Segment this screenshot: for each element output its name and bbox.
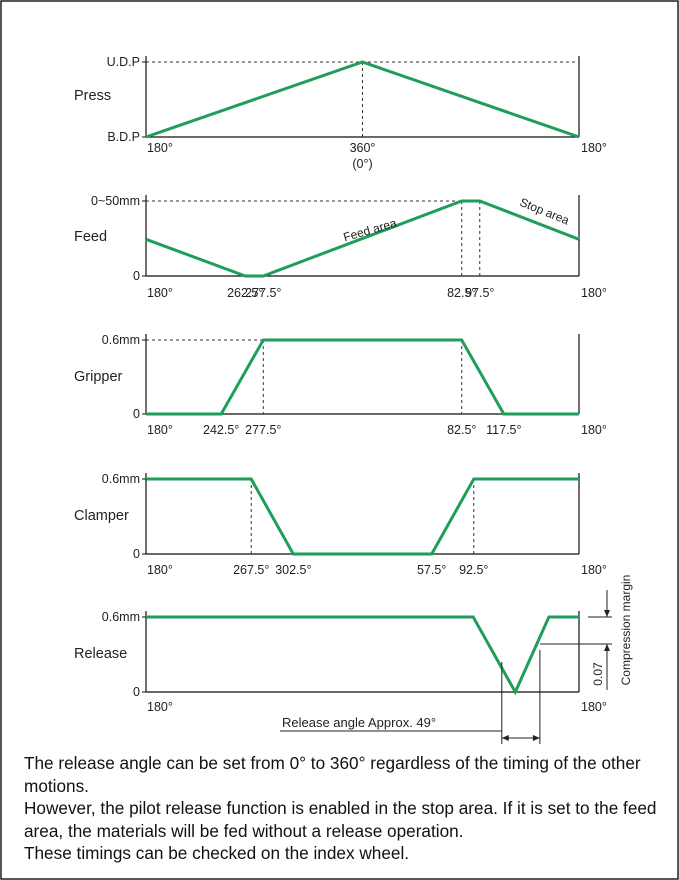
caption-line-3: These timings can be checked on the inde… <box>24 843 410 863</box>
compression-margin-label: Compression margin <box>619 575 633 686</box>
arrowhead-icon <box>604 610 610 617</box>
y-label-top: 0.6mm <box>102 472 140 486</box>
motion-curve-clamper <box>146 477 579 556</box>
panel-name-release: Release <box>74 646 127 662</box>
y-label-top: 0~50mm <box>91 194 140 208</box>
x-tick-label: 267.5° <box>233 563 269 577</box>
motion-curve-press <box>145 60 580 139</box>
x-tick-label: 92.5° <box>459 563 488 577</box>
x-tick-label: 180° <box>147 141 173 155</box>
panel-press: U.D.P B.D.P Press 180° 360° (0°) 180° <box>74 55 607 171</box>
y-label-bottom: 0 <box>133 685 140 699</box>
motion-curve-feed <box>145 199 580 278</box>
stop-area-label: Stop area <box>518 195 572 228</box>
caption-line-2: However, the pilot release function is e… <box>24 798 657 841</box>
x-tick-label: 180° <box>147 563 173 577</box>
x-tick-label: 82.5° <box>447 286 476 300</box>
panel-name-feed: Feed <box>74 229 107 245</box>
y-label-bottom: 0 <box>133 547 140 561</box>
x-tick-label: 180° <box>581 700 607 714</box>
y-label-bottom: 0 <box>133 269 140 283</box>
panel-feed: 0~50mm 0 Feed 180° 262.5°277.5° 82.5°97.5° 180… <box>74 194 607 300</box>
margin-value: 0.07 <box>591 662 605 686</box>
x-tick-label: 180° <box>581 286 607 300</box>
caption-line-1: The release angle can be set from 0° to … <box>24 753 641 796</box>
y-label-top: 0.6mm <box>102 610 140 624</box>
x-tick-label: (0°) <box>352 157 372 171</box>
x-tick-label: 180° <box>147 423 173 437</box>
x-tick-label: 360° <box>350 141 376 155</box>
x-tick-label: 97.5° <box>465 286 494 300</box>
x-tick-label: 180° <box>147 700 173 714</box>
x-tick-label: 262.5° <box>227 286 263 300</box>
panel-name-gripper: Gripper <box>74 369 123 385</box>
y-label-top: 0.6mm <box>102 333 140 347</box>
motion-curve-gripper <box>146 338 579 416</box>
release-angle-label: Release angle Approx. 49° <box>282 715 436 730</box>
y-label-bottom: B.D.P <box>107 130 140 144</box>
panel-name-clamper: Clamper <box>74 508 129 524</box>
panel-release: 0.6mm 0 Release 180° 180° <box>74 610 607 714</box>
y-label-top: U.D.P <box>107 55 140 69</box>
x-tick-label: 277.5° <box>245 286 281 300</box>
x-tick-label: 180° <box>581 563 607 577</box>
x-tick-label: 82.5° <box>447 423 476 437</box>
panel-name-press: Press <box>74 88 111 104</box>
motion-curve-release <box>146 615 579 696</box>
x-tick-label: 277.5° <box>245 423 281 437</box>
arrowhead-icon <box>532 735 540 741</box>
y-label-bottom: 0 <box>133 407 140 421</box>
arrowhead-icon <box>501 735 509 741</box>
panel-clamper: 0.6mm 0 Clamper 180° 267.5° 302.5° 57.5° 92.5° 1… <box>74 472 607 577</box>
caption: The release angle can be set from 0° to … <box>24 752 664 865</box>
arrowhead-icon <box>604 644 610 651</box>
x-tick-label: 242.5° <box>203 423 239 437</box>
panel-gripper: 0.6mm 0 Gripper 180° 242.5° 277.5° 82.5° 117.5°… <box>74 333 607 437</box>
x-tick-label: 180° <box>581 423 607 437</box>
x-tick-label: 180° <box>147 286 173 300</box>
x-tick-label: 302.5° <box>275 563 311 577</box>
x-tick-label: 180° <box>581 141 607 155</box>
x-tick-label: 117.5° <box>486 423 521 437</box>
x-tick-label: 57.5° <box>417 563 446 577</box>
feed-area-label: Feed area <box>342 216 399 245</box>
